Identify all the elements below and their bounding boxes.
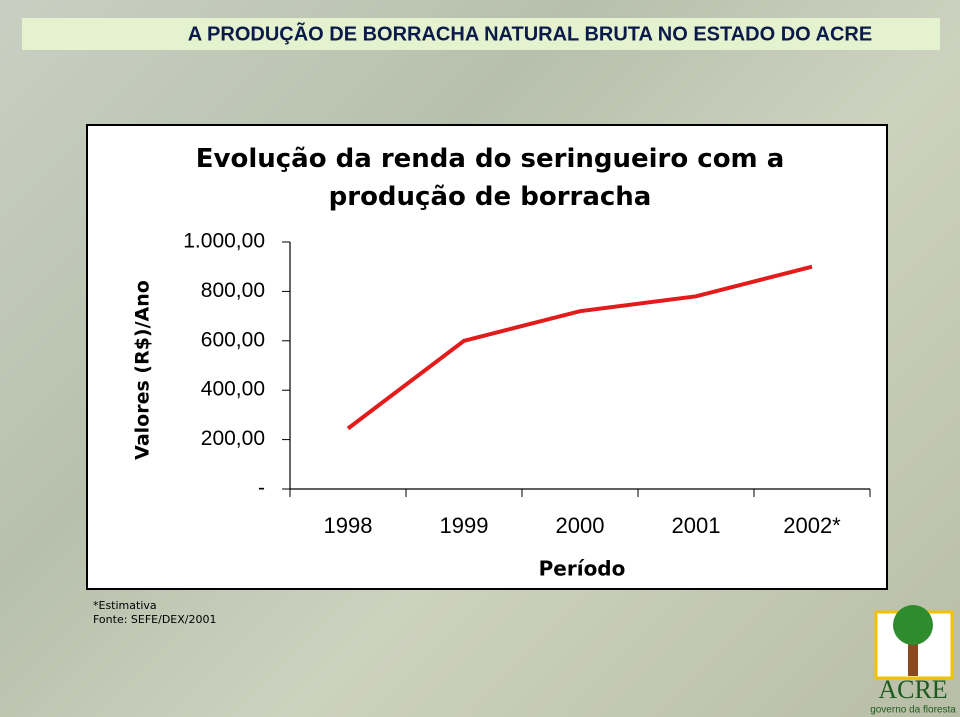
logo-name: ACRE: [878, 675, 947, 704]
y-tick-label: 200,00: [201, 427, 265, 450]
title-bar: [22, 18, 940, 50]
y-tick-label: 1.000,00: [183, 230, 265, 253]
logo: ACRE governo da floresta: [870, 605, 956, 716]
logo-tagline: governo da floresta: [870, 705, 956, 716]
y-tick-label: 800,00: [201, 279, 265, 302]
footnote: *Estimativa: [93, 599, 157, 612]
logo-trunk: [908, 640, 918, 676]
y-tick-label: -: [258, 477, 265, 500]
x-tick-label: 1998: [324, 513, 373, 538]
footnote: Fonte: SEFE/DEX/2001: [93, 613, 217, 626]
chart-frame: [86, 124, 888, 590]
x-tick-label: 2000: [556, 513, 605, 538]
x-tick-label: 2001: [672, 513, 721, 538]
y-tick-label: 400,00: [201, 378, 265, 401]
y-tick-label: 600,00: [201, 328, 265, 351]
data-line: [346, 264, 813, 431]
x-tick-label: 1999: [440, 513, 489, 538]
x-tick-label: 2002*: [783, 513, 841, 538]
logo-crown: [893, 605, 933, 645]
y-axis-label: Valores (R$)/Ano: [132, 280, 154, 460]
chart-title: Evolução da renda do seringueiro com a p…: [195, 144, 785, 212]
x-axis-label: Período: [539, 557, 626, 581]
slide-title: A PRODUÇÃO DE BORRACHA NATURAL BRUTA NO …: [188, 22, 872, 45]
